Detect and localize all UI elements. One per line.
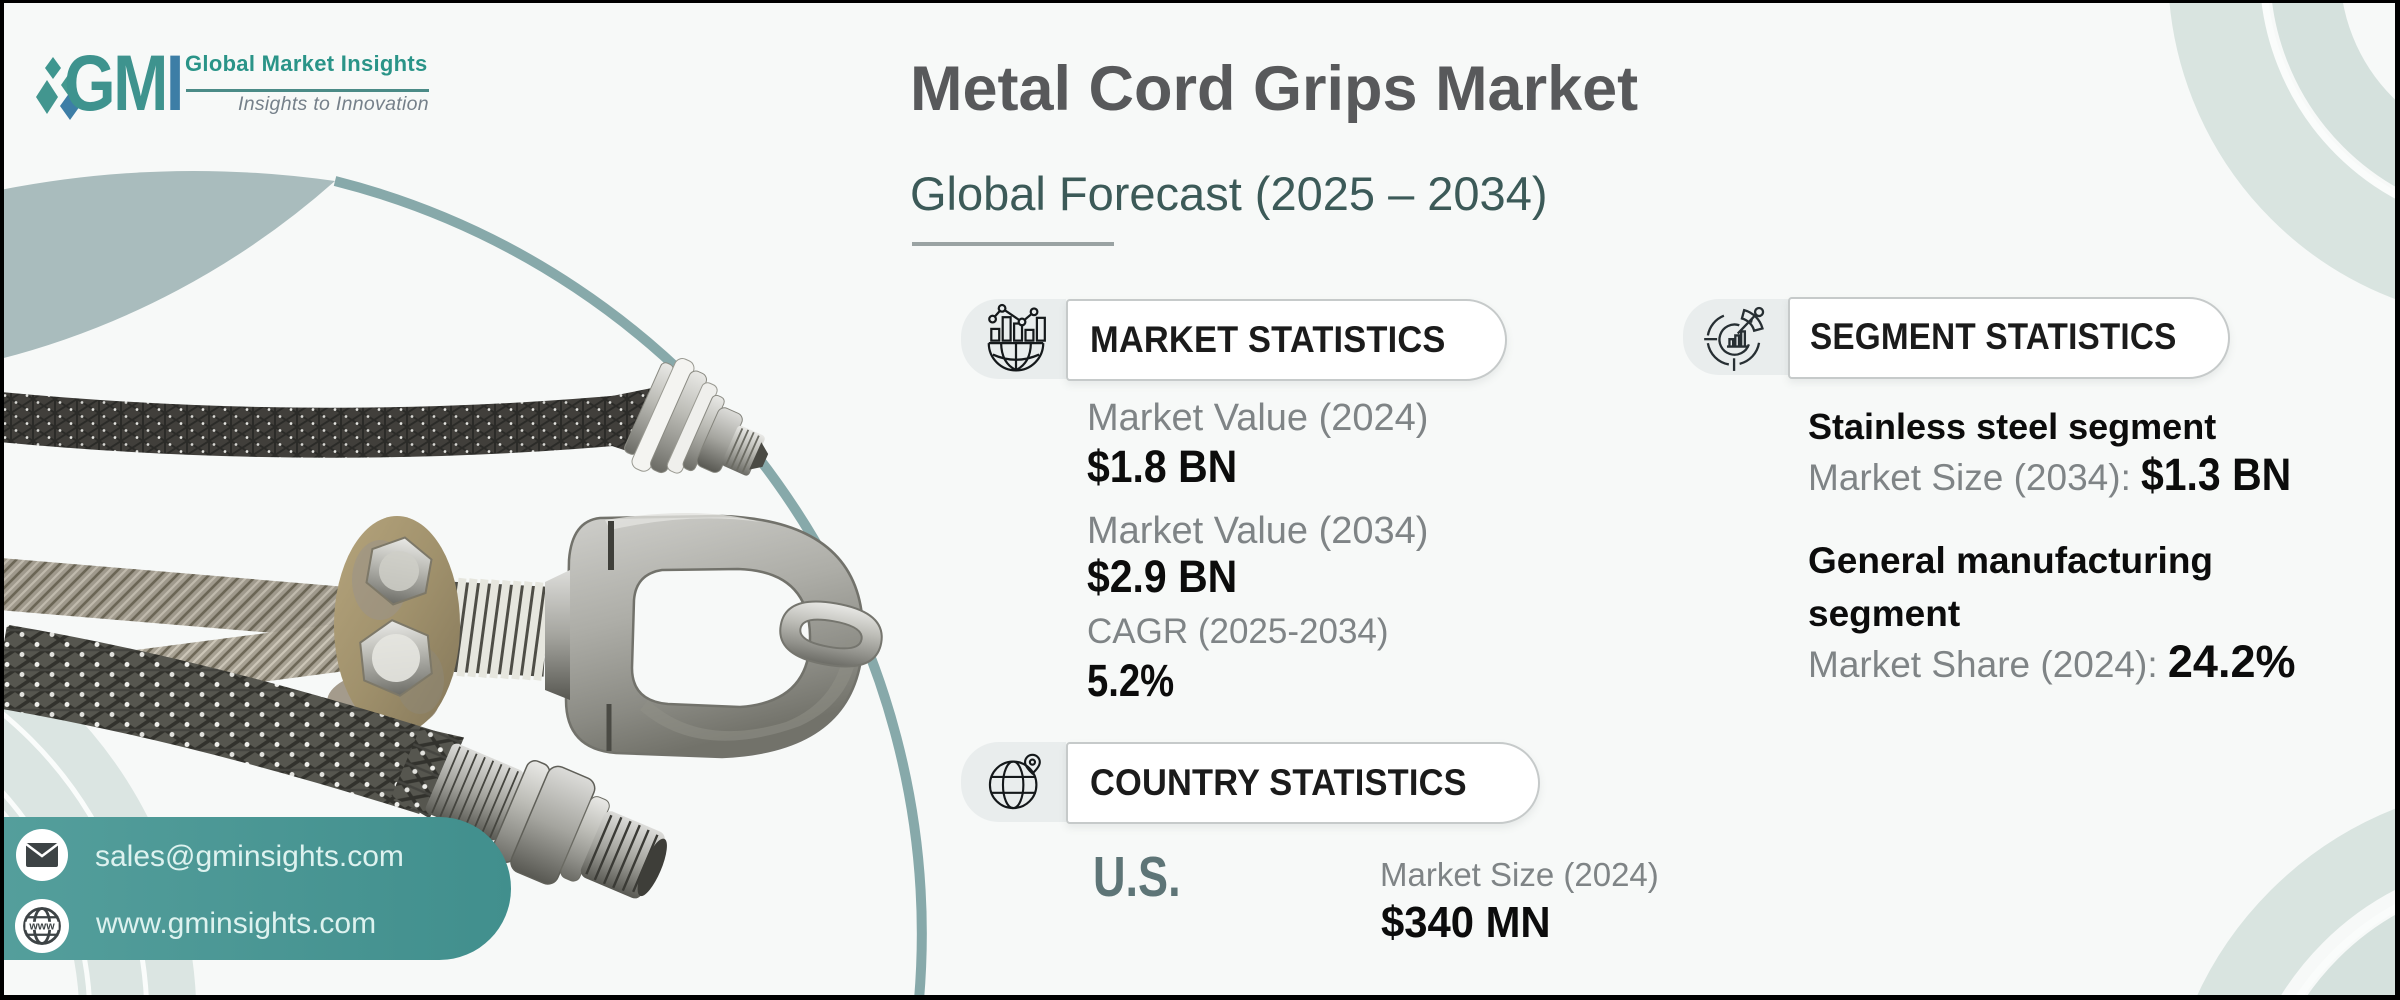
svg-text:www: www: [28, 920, 55, 932]
